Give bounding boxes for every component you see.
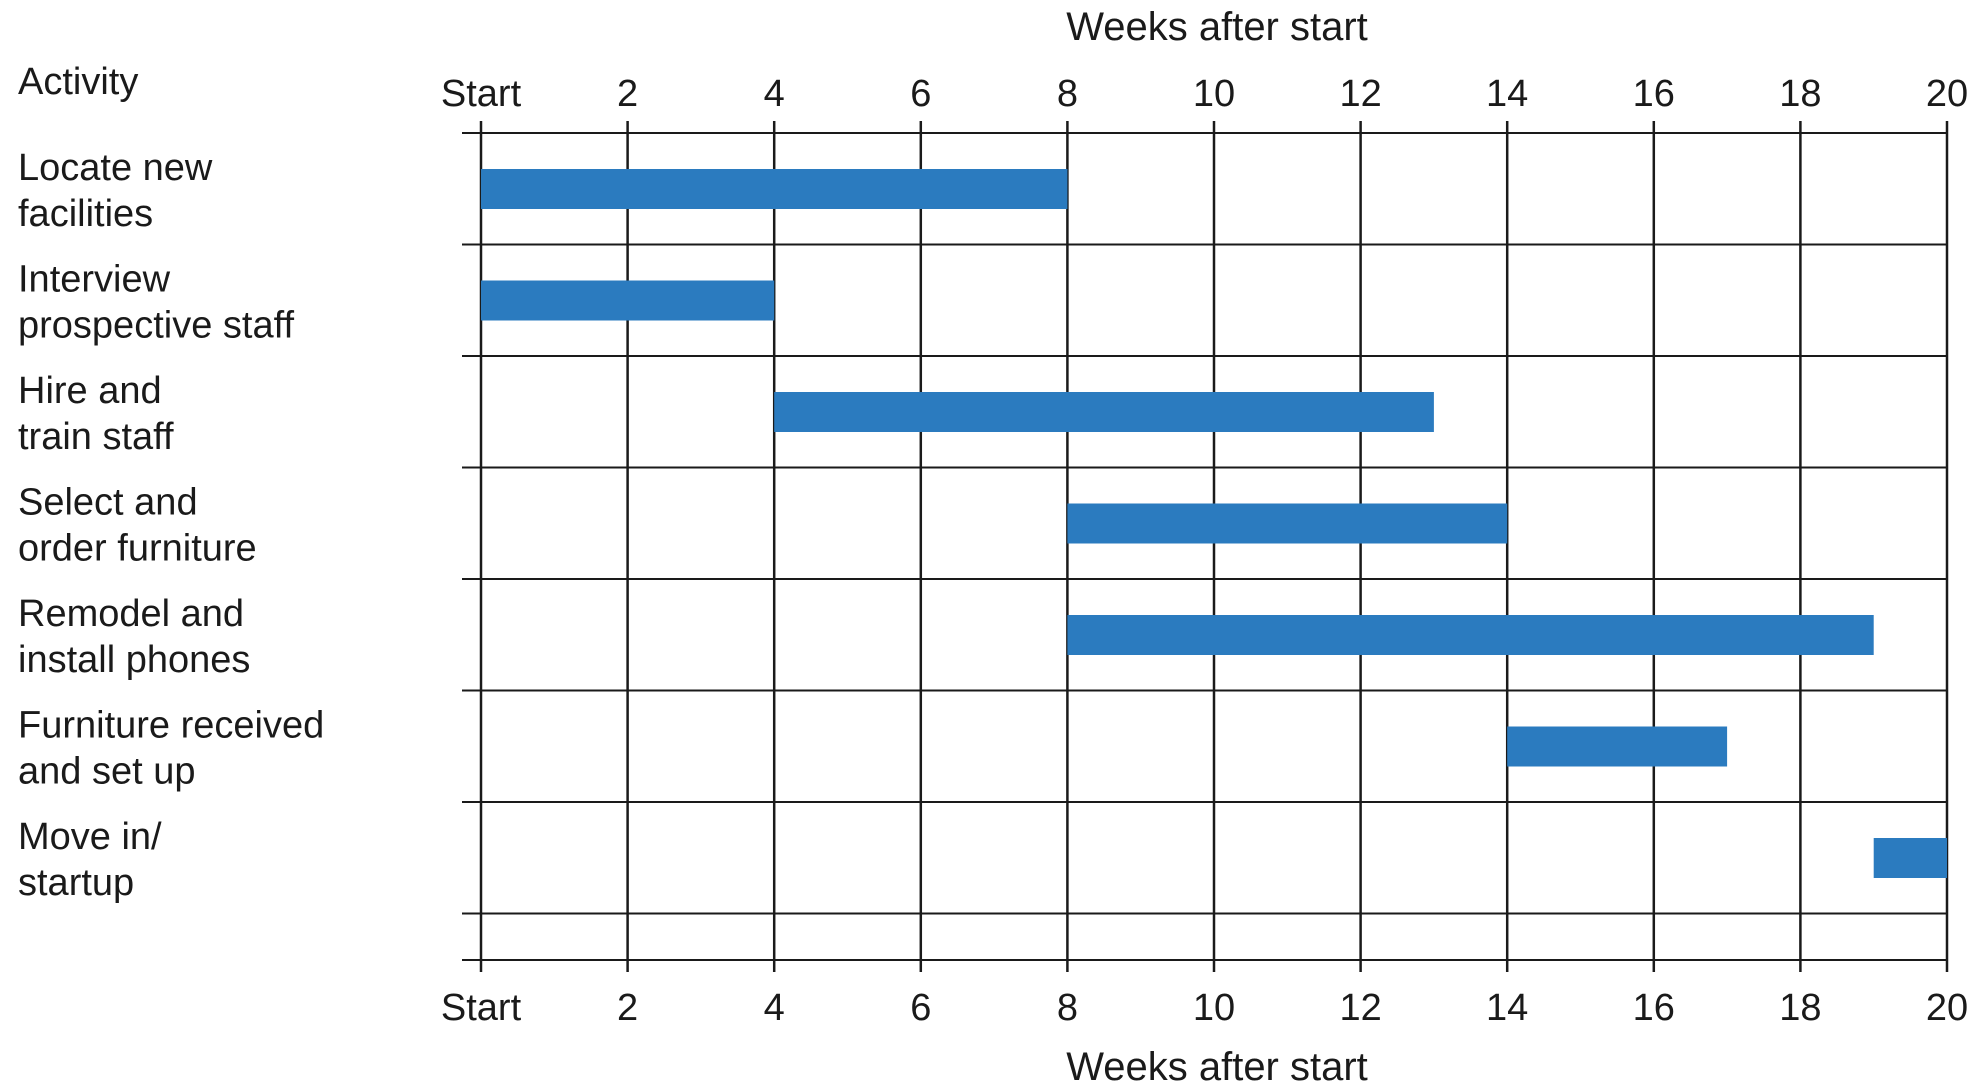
- x-tick-label-top: 4: [764, 73, 785, 115]
- x-tick-label-bottom: 10: [1193, 987, 1235, 1029]
- x-tick-label-top: Start: [441, 73, 522, 115]
- bar-move-in-startup: [1873, 838, 1947, 878]
- x-tick-label-bottom: Start: [441, 987, 522, 1029]
- x-tick-label-bottom: 6: [910, 987, 931, 1029]
- x-tick-label-top: 6: [910, 73, 931, 115]
- activity-label-line: facilities: [18, 193, 153, 235]
- x-tick-label-top: 8: [1057, 73, 1078, 115]
- activity-label-line: and set up: [18, 751, 195, 793]
- activity-label-line: Furniture received: [18, 705, 324, 747]
- bar-remodel-and-install-phones: [1067, 615, 1874, 655]
- activity-label-remodel-and-install-phones: Remodel and install phones: [18, 593, 250, 681]
- x-tick-label-bottom: 12: [1339, 987, 1381, 1029]
- x-tick-label-bottom: 16: [1633, 987, 1675, 1029]
- x-tick-label-bottom: 14: [1486, 987, 1528, 1029]
- bar-hire-and-train-staff: [774, 392, 1434, 432]
- activity-column-header: Activity: [18, 61, 138, 103]
- activity-label-line: Hire and: [18, 370, 162, 412]
- activity-label-move-in-startup: Move in/startup: [18, 816, 162, 904]
- bar-locate-new-facilities: [481, 169, 1068, 209]
- grid: [462, 121, 1949, 972]
- x-tick-label-bottom: 4: [764, 987, 785, 1029]
- activity-label-line: Select and: [18, 482, 198, 524]
- bar-interview-prospective-staff: [481, 280, 775, 321]
- x-tick-label-bottom: 2: [617, 987, 638, 1029]
- x-tick-label-top: 2: [617, 73, 638, 115]
- bar-furniture-received-and-set-up: [1507, 726, 1728, 767]
- bar-select-and-order-furniture: [1067, 503, 1508, 544]
- x-tick-label-bottom: 20: [1926, 987, 1968, 1029]
- activity-label-line: order furniture: [18, 528, 257, 570]
- activity-label-interview-prospective-staff: Interview prospective staff: [18, 259, 294, 347]
- activity-label-line: Remodel and: [18, 593, 244, 635]
- labels: Weeks after start Activity Weeks after s…: [18, 5, 1968, 1086]
- activity-label-locate-new-facilities: Locate new facilities: [18, 147, 213, 235]
- x-tick-label-top: 20: [1926, 73, 1968, 115]
- activity-label-line: Interview: [18, 259, 171, 301]
- activity-label-select-and-order-furniture: Select and order furniture: [18, 482, 257, 570]
- activity-label-line: train staff: [18, 416, 174, 458]
- activity-label-line: Move in/: [18, 816, 162, 858]
- x-tick-label-top: 12: [1339, 73, 1381, 115]
- x-tick-label-bottom: 18: [1779, 987, 1821, 1029]
- x-tick-label-top: 14: [1486, 73, 1528, 115]
- x-tick-label-top: 16: [1633, 73, 1675, 115]
- x-tick-label-bottom: 8: [1057, 987, 1078, 1029]
- activity-label-line: prospective staff: [18, 305, 294, 347]
- activity-label-hire-and-train-staff: Hire and train staff: [18, 370, 174, 458]
- activity-label-line: install phones: [18, 639, 250, 681]
- activity-label-line: startup: [18, 862, 134, 904]
- x-tick-label-top: 10: [1193, 73, 1235, 115]
- x-axis-title-top: Weeks after start: [1066, 5, 1368, 49]
- x-tick-label-top: 18: [1779, 73, 1821, 115]
- x-axis-title-bottom: Weeks after start: [1066, 1045, 1368, 1086]
- activity-label-line: Locate new: [18, 147, 213, 189]
- activity-label-furniture-received-and-set-up: Furniture received and set up: [18, 705, 324, 793]
- bars: [481, 169, 1947, 878]
